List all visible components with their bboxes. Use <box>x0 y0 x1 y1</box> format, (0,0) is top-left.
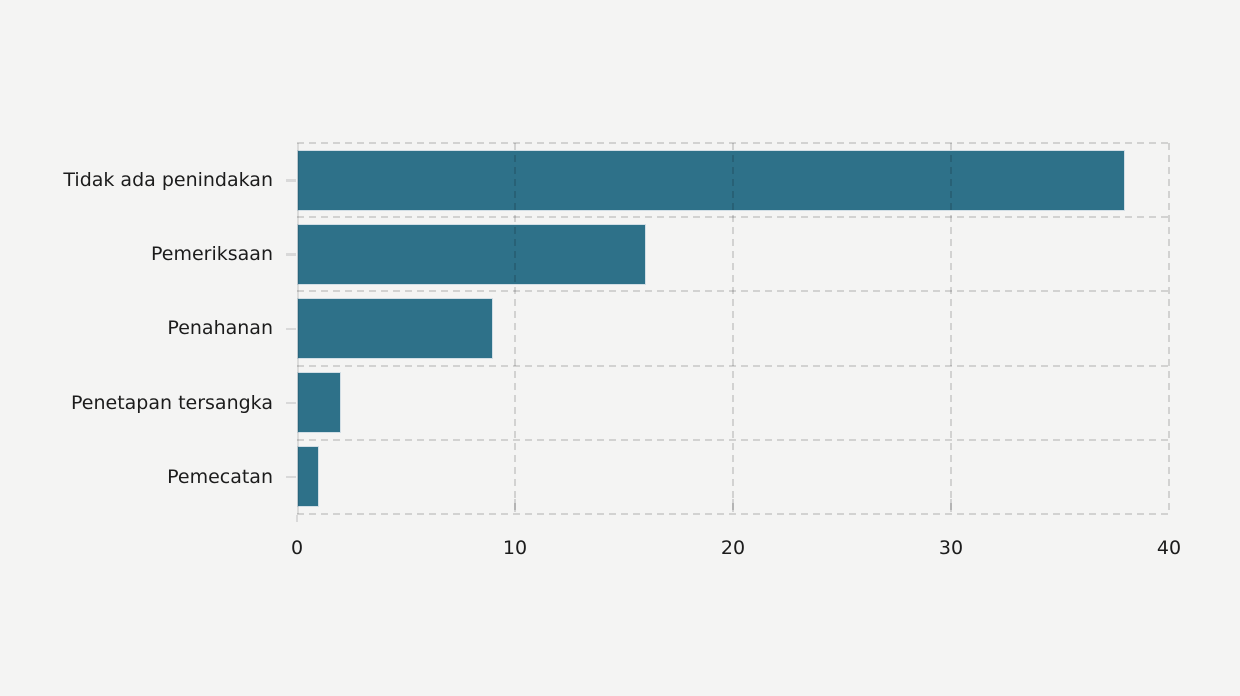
y-axis-tick <box>286 475 296 479</box>
y-axis-label: Pemecatan <box>167 465 273 488</box>
grid-line-vertical <box>950 143 952 514</box>
bar <box>297 372 341 434</box>
y-axis-tick <box>286 327 296 330</box>
x-axis-tick <box>296 515 298 522</box>
x-axis-tick <box>950 499 952 512</box>
axis-spine-bottom <box>297 513 1169 515</box>
grid-line-vertical <box>514 143 516 514</box>
grid-line-horizontal <box>297 438 1169 441</box>
axis-spine-right <box>1168 143 1170 514</box>
x-axis-tick-label: 40 <box>1156 537 1182 559</box>
x-axis-tick-label: 20 <box>720 537 746 559</box>
y-axis-tick <box>286 179 296 182</box>
x-axis-tick-label: 30 <box>938 537 964 559</box>
grid-line-horizontal <box>297 290 1169 293</box>
axis-spine-top <box>297 142 1169 144</box>
y-axis-labels: Tidak ada penindakan Pemeriksaan Penahanan… <box>0 143 273 514</box>
bar <box>297 223 646 285</box>
axis-spine-left <box>297 143 299 514</box>
bar <box>297 298 494 359</box>
x-axis-tick <box>732 499 734 512</box>
x-axis-tick-labels: 0 10 20 30 40 <box>0 537 1240 567</box>
y-axis-label: Pemeriksaan <box>151 243 273 266</box>
x-axis-tick-label: 0 <box>290 537 304 559</box>
y-axis-tick <box>286 401 296 405</box>
grid-line-horizontal <box>297 216 1169 219</box>
grid-line-horizontal <box>297 364 1169 367</box>
plot-area <box>297 142 1170 515</box>
y-axis-label: Tidak ada penindakan <box>63 169 273 192</box>
bar <box>297 149 1126 211</box>
y-axis-label: Penetapan tersangka <box>71 391 273 414</box>
x-axis-tick-label: 10 <box>502 537 528 559</box>
x-axis-tick <box>514 499 516 512</box>
bar <box>297 446 319 508</box>
y-axis-label: Penahanan <box>167 317 273 340</box>
y-axis-tick <box>286 253 296 256</box>
grid-line-vertical <box>732 143 734 514</box>
